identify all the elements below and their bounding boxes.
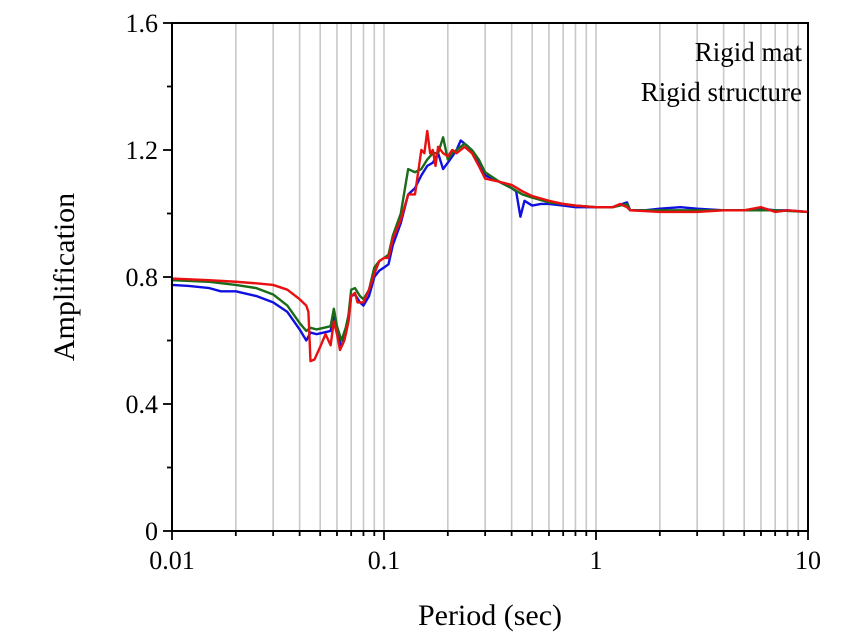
y-tick-label: 0 (145, 517, 158, 546)
series-layer (170, 129, 810, 363)
x-axis-label: Period (sec) (418, 599, 562, 632)
annotation-rigid-structure: Rigid structure (641, 77, 802, 107)
annotation-rigid-mat: Rigid mat (695, 37, 803, 67)
tick-labels: 0.01 0.1 1 10 0 0.4 0.8 1.2 1.6 (126, 9, 822, 575)
x-tick-label: 0.1 (368, 546, 401, 575)
series-line-1 (170, 139, 810, 349)
vertical-gridlines (235, 23, 800, 531)
series-line-3 (170, 129, 810, 363)
series-line-2 (170, 136, 810, 342)
x-tick-label: 0.01 (149, 546, 195, 575)
y-tick-label: 0.8 (126, 263, 159, 292)
tick-marks (163, 22, 809, 540)
x-tick-label: 10 (795, 546, 821, 575)
y-tick-label: 1.6 (126, 9, 159, 38)
y-tick-label: 0.4 (126, 390, 159, 419)
x-tick-label: 1 (590, 546, 603, 575)
y-axis-label: Amplification (48, 193, 81, 361)
y-tick-label: 1.2 (126, 136, 159, 165)
